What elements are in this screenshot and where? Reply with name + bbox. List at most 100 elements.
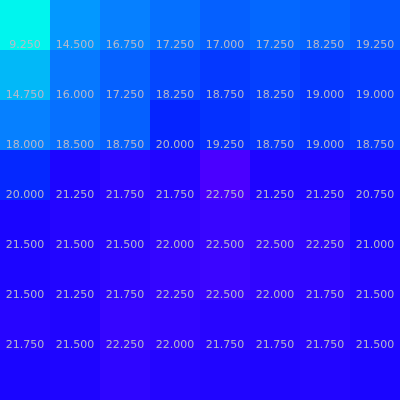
heatmap-cell-r3-c1 bbox=[50, 150, 101, 201]
heatmap-value-label-r1-c6: 19.000 bbox=[306, 88, 345, 101]
heatmap-cell-r1-c7 bbox=[350, 50, 400, 101]
heatmap-cell-r6-c1 bbox=[50, 300, 101, 351]
heatmap-cell-r7-c3 bbox=[150, 350, 201, 400]
heatmap-cell-r3-c4 bbox=[200, 150, 251, 201]
heatmap-value-label-r0-c4: 17.000 bbox=[206, 38, 245, 51]
heatmap-cell-r3-c3 bbox=[150, 150, 201, 201]
heatmap-value-label-r5-c0: 21.500 bbox=[6, 288, 45, 301]
heatmap-value-label-r4-c4: 22.500 bbox=[206, 238, 245, 251]
heatmap-value-label-r6-c2: 22.250 bbox=[106, 338, 145, 351]
heatmap-cell-r4-c1 bbox=[50, 200, 101, 251]
heatmap-cell-r6-c4 bbox=[200, 300, 251, 351]
heatmap-value-label-r0-c6: 18.250 bbox=[306, 38, 345, 51]
heatmap-cell-r2-c0 bbox=[0, 100, 51, 151]
heatmap-value-label-r5-c5: 22.000 bbox=[256, 288, 295, 301]
heatmap-cell-r2-c4 bbox=[200, 100, 251, 151]
heatmap-value-label-r2-c1: 18.500 bbox=[56, 138, 95, 151]
heatmap-value-label-r4-c7: 21.000 bbox=[356, 238, 395, 251]
heatmap-cell-r6-c2 bbox=[100, 300, 151, 351]
heatmap-cell-r3-c6 bbox=[300, 150, 351, 201]
heatmap-cell-r4-c4 bbox=[200, 200, 251, 251]
heatmap-cell-r2-c5 bbox=[250, 100, 301, 151]
heatmap-cell-r2-c2 bbox=[100, 100, 151, 151]
heatmap-value-label-r1-c0: 14.750 bbox=[6, 88, 45, 101]
heatmap-cell-r7-c1 bbox=[50, 350, 101, 400]
heatmap-value-label-r4-c5: 22.500 bbox=[256, 238, 295, 251]
heatmap-value-label-r3-c2: 21.750 bbox=[106, 188, 145, 201]
heatmap-cell-r3-c2 bbox=[100, 150, 151, 201]
heatmap-value-label-r0-c2: 16.750 bbox=[106, 38, 145, 51]
heatmap-value-label-r1-c2: 17.250 bbox=[106, 88, 145, 101]
heatmap-cell-r7-c4 bbox=[200, 350, 251, 400]
heatmap-cell-r5-c6 bbox=[300, 250, 351, 301]
heatmap-cell-r7-c0 bbox=[0, 350, 51, 400]
heatmap-value-label-r4-c1: 21.500 bbox=[56, 238, 95, 251]
heatmap-cell-r5-c1 bbox=[50, 250, 101, 301]
heatmap-value-label-r1-c5: 18.250 bbox=[256, 88, 295, 101]
heatmap-cell-r5-c3 bbox=[150, 250, 201, 301]
heatmap-cell-r2-c3 bbox=[150, 100, 201, 151]
heatmap-value-label-r6-c7: 21.500 bbox=[356, 338, 395, 351]
heatmap-cell-r3-c0 bbox=[0, 150, 51, 201]
heatmap-value-label-r1-c4: 18.750 bbox=[206, 88, 245, 101]
heatmap-value-label-r3-c1: 21.250 bbox=[56, 188, 95, 201]
heatmap-cell-r7-c5 bbox=[250, 350, 301, 400]
heatmap-cell-r2-c7 bbox=[350, 100, 400, 151]
heatmap-cell-r1-c1 bbox=[50, 50, 101, 101]
heatmap-cell-r0-c1 bbox=[50, 0, 101, 51]
heatmap-value-label-r5-c2: 21.750 bbox=[106, 288, 145, 301]
heatmap-cell-r1-c5 bbox=[250, 50, 301, 101]
heatmap-value-label-r3-c0: 20.000 bbox=[6, 188, 45, 201]
heatmap-value-label-r4-c3: 22.000 bbox=[156, 238, 195, 251]
heatmap-cell-r4-c3 bbox=[150, 200, 201, 251]
heatmap-value-label-r4-c2: 21.500 bbox=[106, 238, 145, 251]
heatmap-cell-r5-c7 bbox=[350, 250, 400, 301]
heatmap-value-label-r5-c7: 21.500 bbox=[356, 288, 395, 301]
heatmap-value-label-r6-c4: 21.750 bbox=[206, 338, 245, 351]
heatmap-value-label-r2-c7: 18.750 bbox=[356, 138, 395, 151]
heatmap-value-label-r5-c4: 22.500 bbox=[206, 288, 245, 301]
heatmap-value-label-r6-c6: 21.750 bbox=[306, 338, 345, 351]
heatmap-value-label-r0-c7: 19.250 bbox=[356, 38, 395, 51]
heatmap-value-label-r2-c4: 19.250 bbox=[206, 138, 245, 151]
heatmap-cell-r6-c7 bbox=[350, 300, 400, 351]
heatmap-cell-r1-c6 bbox=[300, 50, 351, 101]
heatmap-cell-r5-c2 bbox=[100, 250, 151, 301]
heatmap-value-label-r3-c3: 21.750 bbox=[156, 188, 195, 201]
heatmap-value-label-r2-c6: 19.000 bbox=[306, 138, 345, 151]
heatmap-cell-r6-c0 bbox=[0, 300, 51, 351]
heatmap-cell-r0-c2 bbox=[100, 0, 151, 51]
heatmap-value-label-r6-c0: 21.750 bbox=[6, 338, 45, 351]
heatmap-value-label-r6-c5: 21.750 bbox=[256, 338, 295, 351]
heatmap-cell-r4-c0 bbox=[0, 200, 51, 251]
heatmap-cell-r3-c5 bbox=[250, 150, 301, 201]
heatmap-cell-r1-c2 bbox=[100, 50, 151, 101]
heatmap-value-label-r6-c1: 21.500 bbox=[56, 338, 95, 351]
heatmap-value-label-r3-c7: 20.750 bbox=[356, 188, 395, 201]
heatmap-value-label-r0-c3: 17.250 bbox=[156, 38, 195, 51]
heatmap-value-label-r0-c1: 14.500 bbox=[56, 38, 95, 51]
heatmap-value-label-r0-c0: 9.250 bbox=[9, 38, 41, 51]
heatmap-cell-r0-c3 bbox=[150, 0, 201, 51]
heatmap-cell-r1-c4 bbox=[200, 50, 251, 101]
heatmap-value-label-r2-c2: 18.750 bbox=[106, 138, 145, 151]
heatmap-value-label-r3-c5: 21.250 bbox=[256, 188, 295, 201]
heatmap-cell-r4-c6 bbox=[300, 200, 351, 251]
heatmap-cell-r2-c1 bbox=[50, 100, 101, 151]
heatmap-cell-r1-c3 bbox=[150, 50, 201, 101]
heatmap-cell-r2-c6 bbox=[300, 100, 351, 151]
heatmap-cell-r0-c4 bbox=[200, 0, 251, 51]
heatmap-cell-r7-c7 bbox=[350, 350, 400, 400]
heatmap-value-label-r0-c5: 17.250 bbox=[256, 38, 295, 51]
heatmap-cell-r4-c7 bbox=[350, 200, 400, 251]
heatmap-cell-r5-c0 bbox=[0, 250, 51, 301]
heatmap-cell-r7-c2 bbox=[100, 350, 151, 400]
heatmap-value-label-r5-c3: 22.250 bbox=[156, 288, 195, 301]
heatmap-cell-r5-c4 bbox=[200, 250, 251, 301]
heatmap-cell-r5-c5 bbox=[250, 250, 301, 301]
heatmap-value-label-r2-c5: 18.750 bbox=[256, 138, 295, 151]
heatmap-value-label-r2-c0: 18.000 bbox=[6, 138, 45, 151]
heatmap-value-label-r4-c0: 21.500 bbox=[6, 238, 45, 251]
